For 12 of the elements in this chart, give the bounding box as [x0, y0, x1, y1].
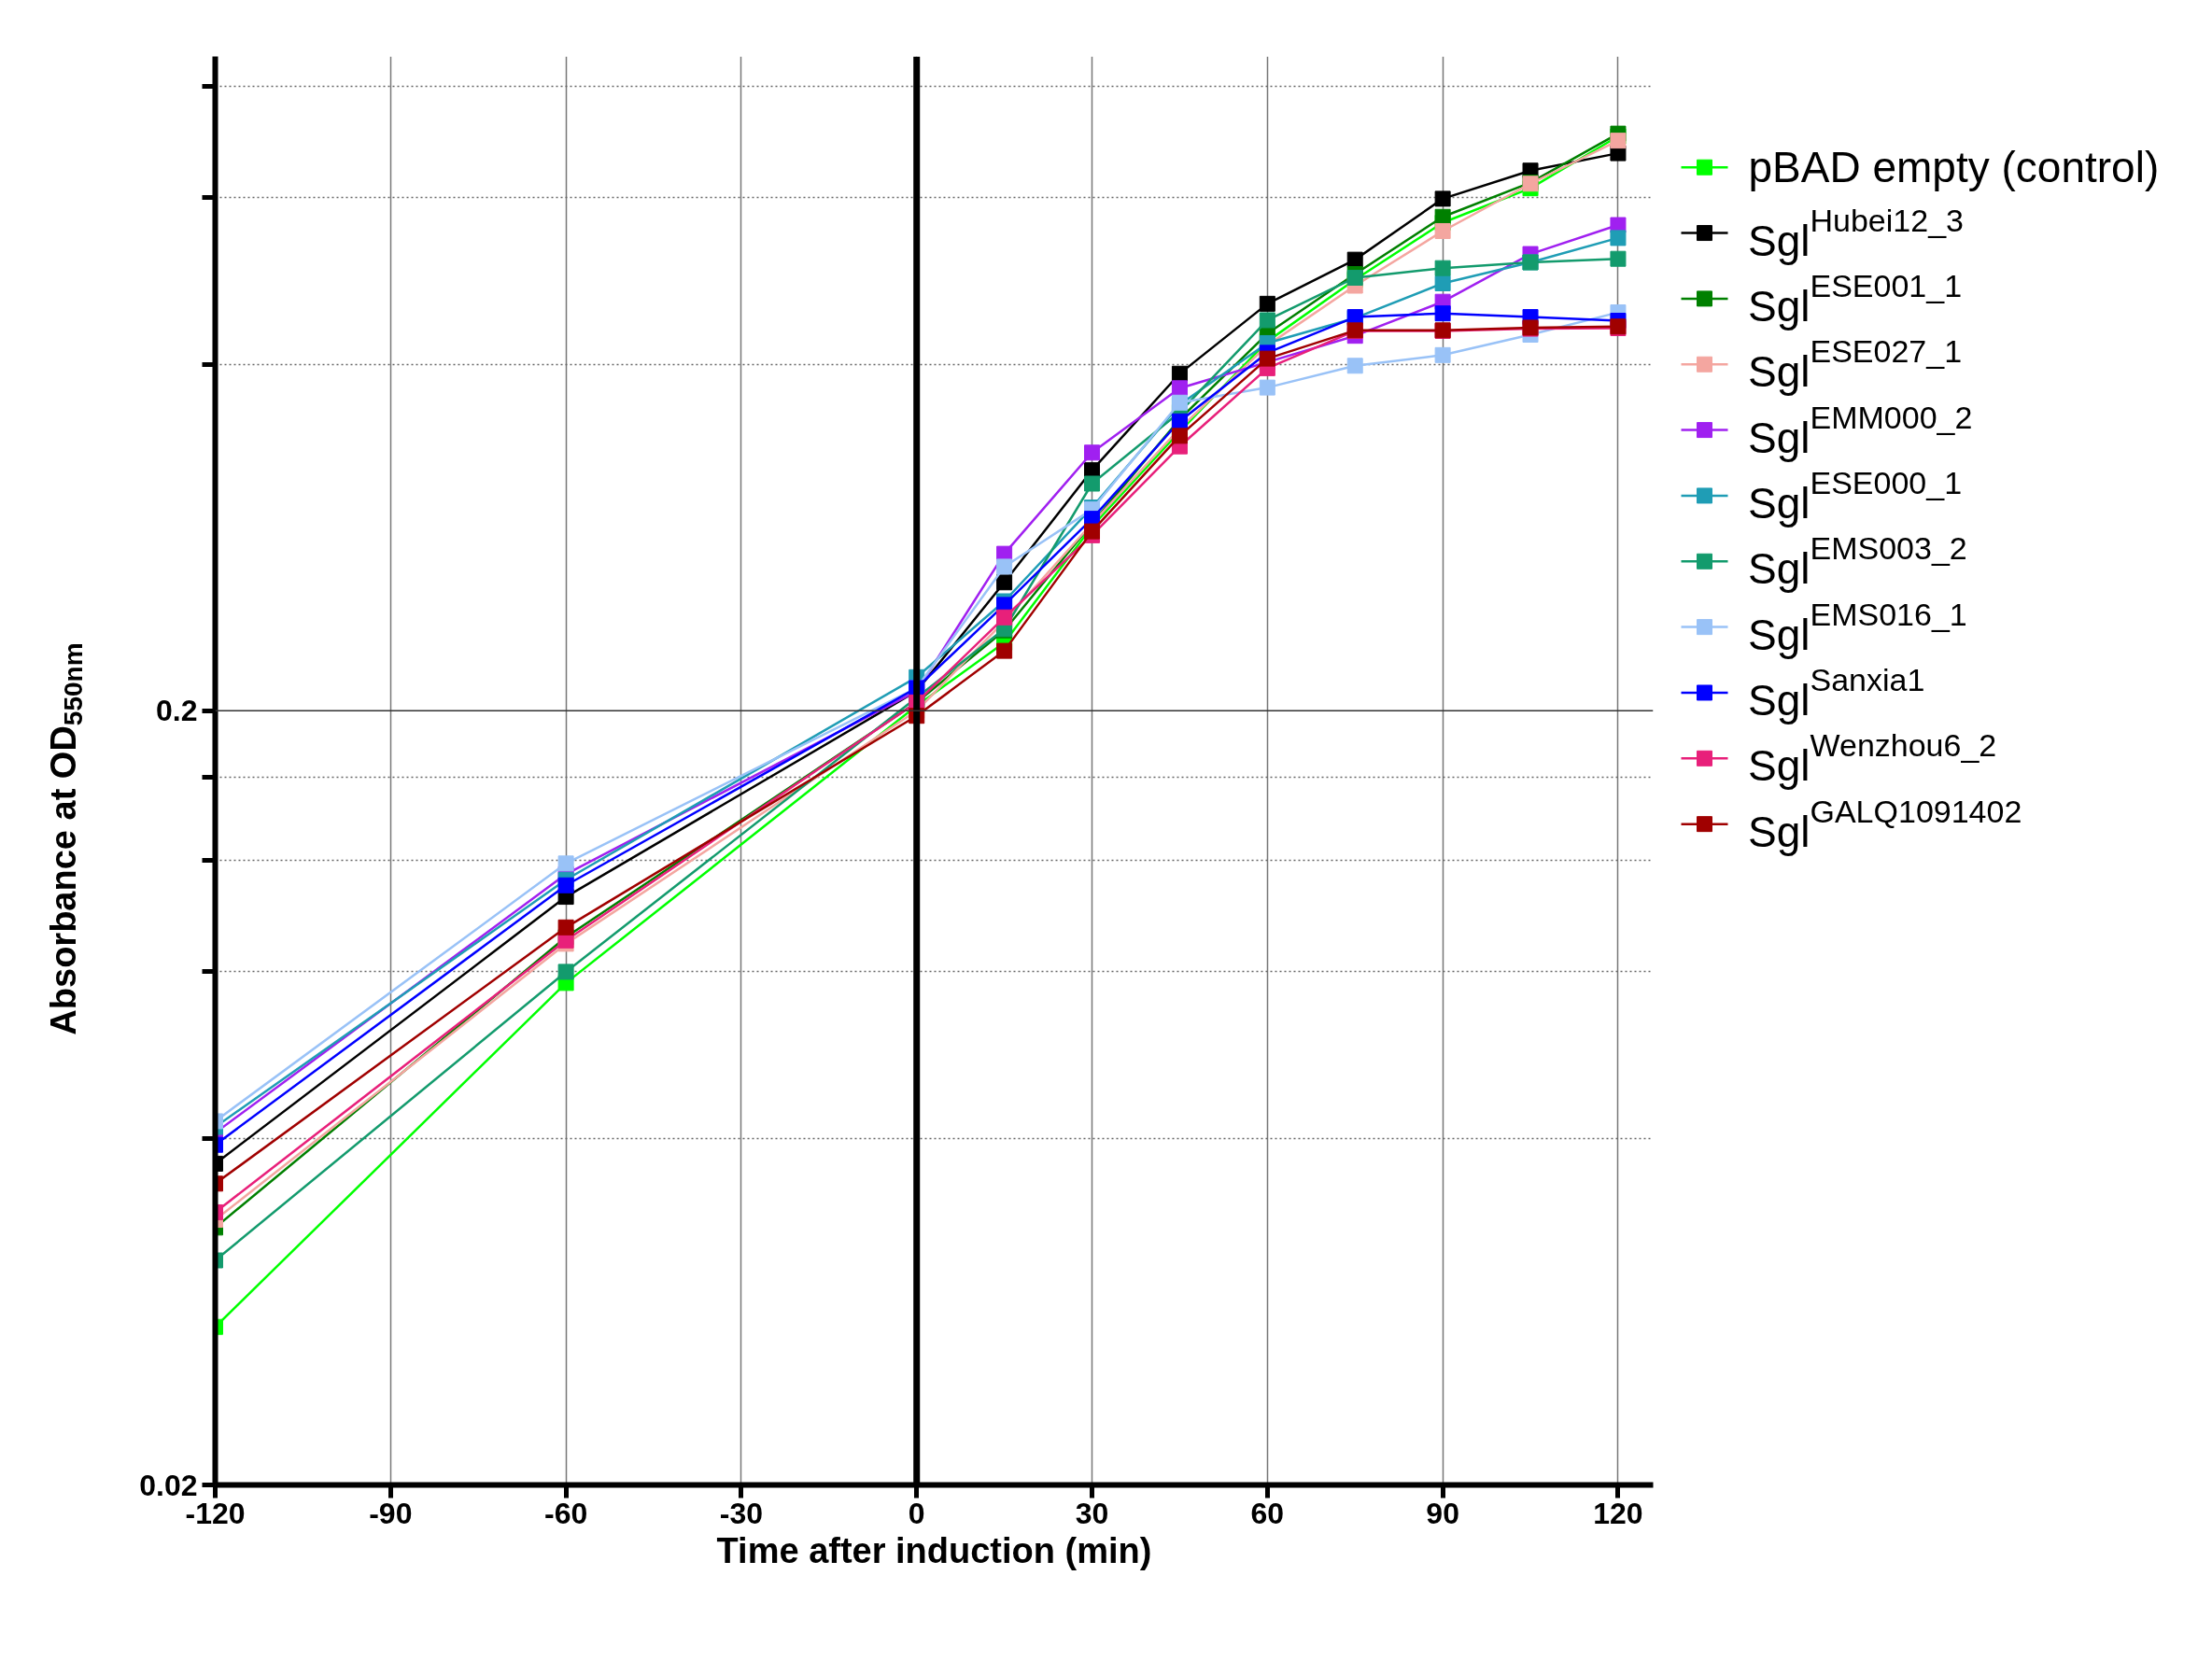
y-tick-label: 0.2 — [156, 694, 198, 728]
y-axis-title: Absorbance at OD550nm — [44, 642, 88, 1035]
x-tick-label: 120 — [1593, 1496, 1643, 1530]
x-axis-title: Time after induction (min) — [716, 1530, 1152, 1570]
x-tick-label: 90 — [1426, 1496, 1459, 1530]
x-tick-label: -30 — [719, 1496, 764, 1530]
x-tick-label: 0 — [908, 1496, 925, 1530]
x-tick-label: 30 — [1075, 1496, 1109, 1530]
x-tick-label: -60 — [543, 1496, 588, 1530]
legend-label: pBAD empty (control) — [1748, 143, 2160, 192]
x-tick-label: 60 — [1250, 1496, 1285, 1530]
x-tick-label: -90 — [369, 1496, 413, 1530]
